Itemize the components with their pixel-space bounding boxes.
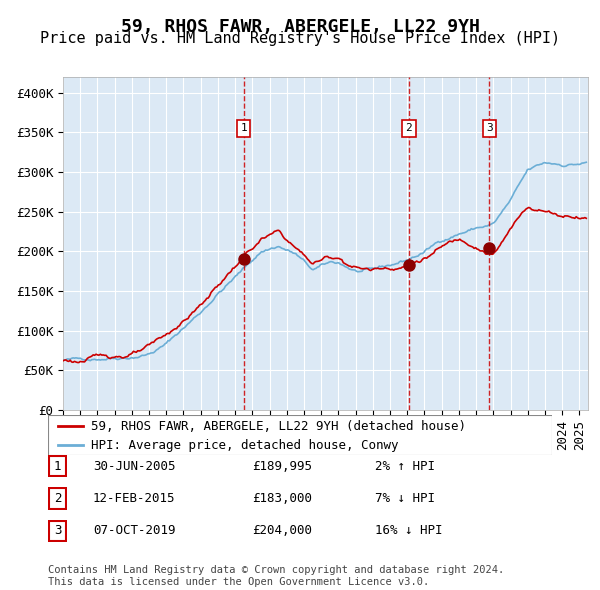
Text: 1: 1 bbox=[241, 123, 247, 133]
FancyBboxPatch shape bbox=[49, 521, 66, 541]
Text: £189,995: £189,995 bbox=[252, 460, 312, 473]
FancyBboxPatch shape bbox=[49, 489, 66, 509]
Text: 2: 2 bbox=[406, 123, 412, 133]
Text: £204,000: £204,000 bbox=[252, 525, 312, 537]
Text: 3: 3 bbox=[54, 525, 61, 537]
Text: Contains HM Land Registry data © Crown copyright and database right 2024.
This d: Contains HM Land Registry data © Crown c… bbox=[48, 565, 504, 587]
Text: Price paid vs. HM Land Registry's House Price Index (HPI): Price paid vs. HM Land Registry's House … bbox=[40, 31, 560, 45]
Text: 2% ↑ HPI: 2% ↑ HPI bbox=[375, 460, 435, 473]
Text: £183,000: £183,000 bbox=[252, 492, 312, 505]
Text: 2: 2 bbox=[54, 492, 61, 505]
FancyBboxPatch shape bbox=[48, 415, 552, 455]
Text: 07-OCT-2019: 07-OCT-2019 bbox=[93, 525, 176, 537]
Text: 30-JUN-2005: 30-JUN-2005 bbox=[93, 460, 176, 473]
Text: 59, RHOS FAWR, ABERGELE, LL22 9YH: 59, RHOS FAWR, ABERGELE, LL22 9YH bbox=[121, 18, 479, 36]
FancyBboxPatch shape bbox=[49, 456, 66, 476]
Text: 12-FEB-2015: 12-FEB-2015 bbox=[93, 492, 176, 505]
Text: 3: 3 bbox=[486, 123, 493, 133]
Text: 7% ↓ HPI: 7% ↓ HPI bbox=[375, 492, 435, 505]
Text: 16% ↓ HPI: 16% ↓ HPI bbox=[375, 525, 443, 537]
Text: HPI: Average price, detached house, Conwy: HPI: Average price, detached house, Conw… bbox=[91, 439, 398, 452]
Text: 59, RHOS FAWR, ABERGELE, LL22 9YH (detached house): 59, RHOS FAWR, ABERGELE, LL22 9YH (detac… bbox=[91, 419, 466, 432]
Text: 1: 1 bbox=[54, 460, 61, 473]
